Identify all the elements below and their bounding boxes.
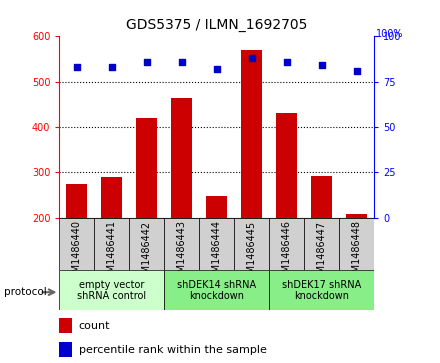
Text: GSM1486441: GSM1486441 xyxy=(107,220,117,285)
Point xyxy=(108,64,115,70)
Bar xyxy=(269,218,304,270)
Text: GSM1486443: GSM1486443 xyxy=(177,220,187,285)
Point xyxy=(143,59,150,65)
Point xyxy=(248,55,255,61)
Bar xyxy=(94,218,129,270)
Bar xyxy=(199,218,234,270)
Text: GSM1486447: GSM1486447 xyxy=(316,220,326,286)
Point xyxy=(73,64,81,70)
Bar xyxy=(59,218,94,270)
Bar xyxy=(66,184,88,309)
Text: empty vector
shRNA control: empty vector shRNA control xyxy=(77,280,147,301)
Point xyxy=(283,59,290,65)
Text: 100%: 100% xyxy=(376,29,404,40)
Bar xyxy=(269,270,374,310)
Bar xyxy=(136,118,157,309)
Text: count: count xyxy=(79,321,110,331)
Bar xyxy=(101,177,122,309)
Bar xyxy=(206,196,227,309)
Bar xyxy=(234,218,269,270)
Bar xyxy=(164,270,269,310)
Text: GSM1486448: GSM1486448 xyxy=(352,220,362,285)
Bar xyxy=(304,218,339,270)
Text: GSM1486442: GSM1486442 xyxy=(142,220,152,286)
Point xyxy=(213,66,220,72)
Text: GSM1486444: GSM1486444 xyxy=(212,220,222,285)
Point xyxy=(178,59,185,65)
Point xyxy=(353,68,360,74)
Bar xyxy=(339,218,374,270)
Text: shDEK14 shRNA
knockdown: shDEK14 shRNA knockdown xyxy=(177,280,256,301)
Bar xyxy=(276,113,297,309)
Text: percentile rank within the sample: percentile rank within the sample xyxy=(79,344,267,355)
Bar xyxy=(164,218,199,270)
Bar xyxy=(59,342,72,357)
Text: shDEK17 shRNA
knockdown: shDEK17 shRNA knockdown xyxy=(282,280,361,301)
Bar xyxy=(171,98,192,309)
Text: protocol: protocol xyxy=(4,287,47,297)
Bar xyxy=(59,318,72,333)
Text: GSM1486446: GSM1486446 xyxy=(282,220,292,285)
Bar xyxy=(241,50,262,309)
Text: GSM1486440: GSM1486440 xyxy=(72,220,82,285)
Point xyxy=(318,62,325,68)
Bar xyxy=(59,270,164,310)
Bar xyxy=(129,218,164,270)
Bar xyxy=(311,176,332,309)
Text: GSM1486445: GSM1486445 xyxy=(247,220,257,286)
Title: GDS5375 / ILMN_1692705: GDS5375 / ILMN_1692705 xyxy=(126,19,308,33)
Bar xyxy=(346,214,367,309)
